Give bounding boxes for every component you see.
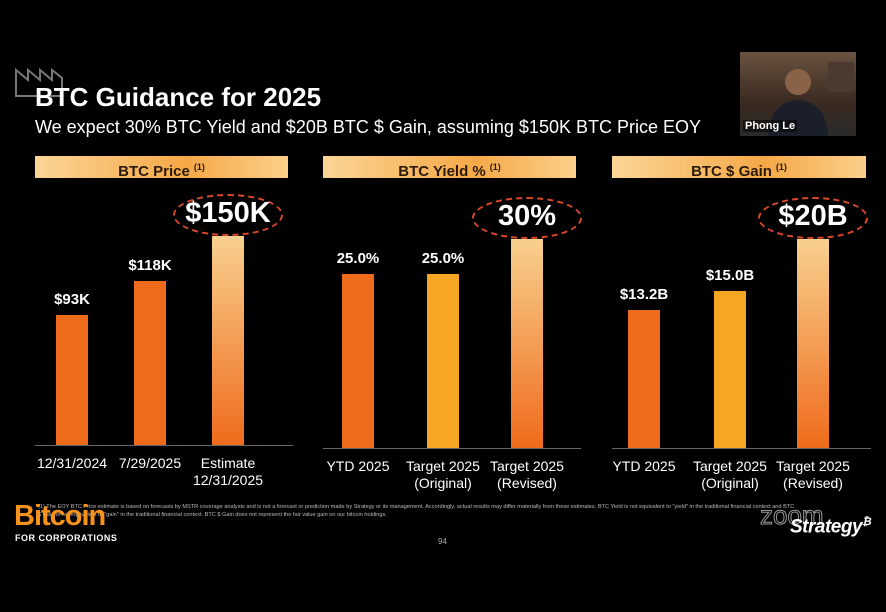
watermark: zoom (760, 500, 825, 531)
chart-title: BTC $ Gain (691, 163, 772, 180)
footnote: (1) The EOY BTC Price estimate is based … (38, 504, 795, 518)
value-label: $118K (128, 256, 172, 274)
bar (427, 273, 459, 448)
x-tick-label: Target 2025 (Revised) (776, 458, 850, 491)
x-tick-label: Target 2025 (Original) (406, 458, 480, 491)
value-label: $15.0B (705, 267, 755, 285)
logo-icon (15, 67, 63, 97)
x-axis (323, 448, 581, 449)
chart-header: BTC Price (1) (35, 156, 288, 180)
bar (212, 236, 244, 445)
page-number: 94 (438, 537, 447, 546)
chart-title: BTC Yield % (398, 163, 486, 180)
value-label: 30% (497, 200, 557, 232)
x-tick-label: Target 2025 (Original) (693, 458, 767, 491)
highlight-ring (173, 194, 283, 236)
bar (714, 291, 746, 448)
highlight-ring (758, 197, 868, 239)
logo-tagline: FOR CORPORATIONS (15, 533, 118, 543)
chart-header: BTC $ Gain (1) (612, 156, 866, 180)
x-tick-label: YTD 2025 (326, 458, 390, 474)
chart-title-note: (1) (193, 162, 205, 172)
chart-title-note: (1) (775, 162, 787, 172)
brand-mark: ₿ (862, 516, 872, 528)
bar (797, 239, 829, 448)
x-tick-label: YTD 2025 (612, 458, 676, 474)
value-label: $150K (185, 197, 271, 229)
value-label: 25.0% (336, 249, 380, 267)
x-tick-label: Estimate 12/31/2025 (192, 455, 264, 488)
chart-header: BTC Yield % (1) (323, 156, 576, 180)
webcam: Phong Le (740, 52, 856, 136)
x-axis (35, 445, 293, 446)
bar (342, 273, 374, 448)
bar (56, 315, 88, 445)
x-tick-label: 7/29/2025 (118, 455, 182, 471)
x-tick-label: 12/31/2024 (36, 455, 108, 471)
logo-text: Bitcoin (14, 500, 106, 532)
chart-title: BTC Price (118, 163, 190, 180)
value-label: 25.0% (421, 249, 465, 267)
slide-subtitle: We expect 30% BTC Yield and $20B BTC $ G… (35, 117, 701, 137)
chart-title-note: (1) (489, 162, 501, 172)
presenter-name: Phong Le (743, 120, 798, 132)
x-tick-label: Target 2025 (Revised) (490, 458, 564, 491)
value-label: $20B (778, 200, 848, 232)
value-label: $93K (54, 291, 90, 309)
bar (628, 310, 660, 448)
bar (134, 280, 166, 445)
x-axis (612, 448, 871, 449)
slide-title: BTC Guidance for 2025 (35, 82, 322, 112)
value-label: $13.2B (619, 286, 669, 304)
highlight-ring (472, 197, 582, 239)
bar (511, 239, 543, 448)
brand: Strategy₿ (790, 516, 872, 538)
brand-name: Strategy (790, 516, 863, 538)
